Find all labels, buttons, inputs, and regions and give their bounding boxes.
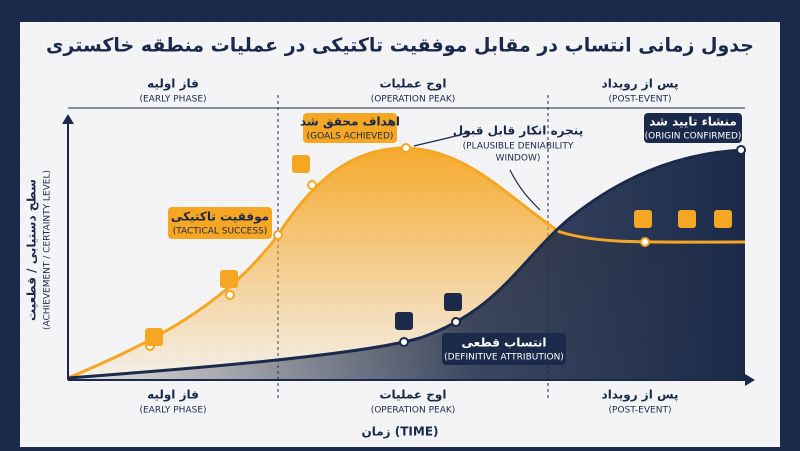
annotation-sublabel: (DEFINITIVE ATTRIBUTION) — [444, 353, 564, 363]
y-axis-labels: سطح دستیابی / قطعیت (ACHIEVEMENT / CERTA… — [25, 170, 53, 330]
annotation-label: موفقیت تاکتیکی — [171, 210, 269, 225]
origin-box — [644, 113, 742, 143]
attribution-area — [68, 150, 745, 380]
annotation-sublabel: WINDOW) — [496, 154, 541, 164]
phase-sublabel: (EARLY PHASE) — [139, 406, 206, 416]
annotation-sublabel: (PLAUSIBLE DENIABILITY — [463, 142, 574, 152]
attribution-curve — [67, 148, 746, 380]
annotation-label: منشاء تایید شد — [649, 115, 737, 129]
axes — [67, 122, 745, 381]
annotation-sublabel: (TACTICAL SUCCESS) — [173, 227, 268, 237]
icons — [145, 155, 732, 346]
annotation-label: انتساب قطعی — [462, 336, 547, 350]
attribution-box — [442, 333, 566, 365]
phase-label: اوج عملیات — [379, 388, 446, 403]
y-axis-sublabel: (ACHIEVEMENT / CERTAINTY LEVEL) — [43, 170, 53, 330]
phase-label: پس از رویداد — [602, 77, 679, 92]
y-axis-label: سطح دستیابی / قطعیت — [25, 179, 39, 321]
phase-sublabel: (OPERATION PEAK) — [371, 406, 456, 416]
phase-label: اوج عملیات — [379, 77, 446, 92]
attribution-points — [399, 145, 746, 347]
title: جدول زمانی انتساب در مقابل موفقیت تاکتیک… — [46, 35, 754, 57]
annotation-sublabel: (ORIGIN CONFIRMED) — [645, 132, 742, 142]
x-axis-label: زمان (TIME) — [361, 425, 438, 439]
phase-label: پس از رویداد — [602, 388, 679, 403]
goals-box — [303, 113, 397, 143]
annotation-label: اهداف محقق شد — [300, 115, 400, 129]
annotation-sublabel: (GOALS ACHIEVED) — [307, 132, 394, 142]
annotation-label: پنجره انکار قابل قبول — [453, 124, 583, 139]
phase-label: فاز اولیه — [147, 388, 199, 403]
phase-label: فاز اولیه — [147, 77, 199, 92]
tactical-box — [168, 207, 272, 239]
phase-sublabel: (OPERATION PEAK) — [371, 95, 456, 105]
phase-sublabel: (POST-EVENT) — [609, 95, 672, 105]
window-arrows — [413, 131, 541, 211]
phase-sublabel: (EARLY PHASE) — [139, 95, 206, 105]
phase-sublabel: (POST-EVENT) — [609, 406, 672, 416]
